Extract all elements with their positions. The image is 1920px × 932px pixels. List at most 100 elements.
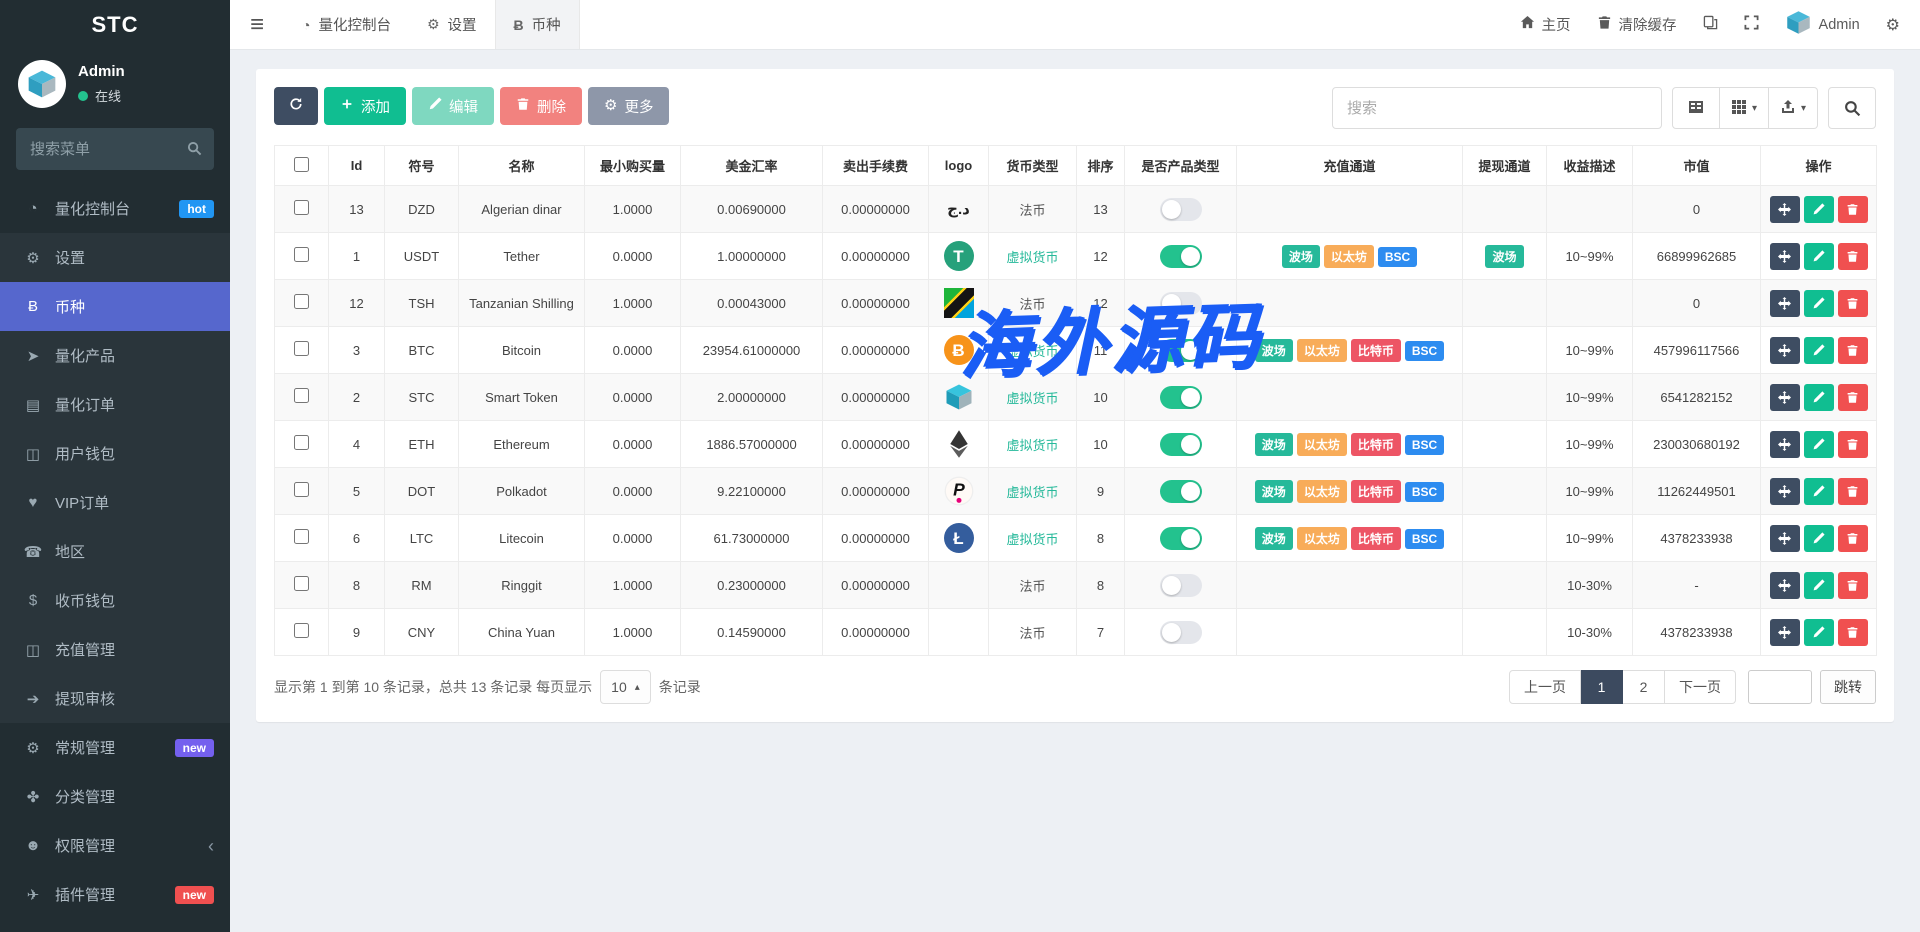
sidebar-item-quant-product[interactable]: ➤ 量化产品 bbox=[0, 331, 230, 380]
tab-quant-console[interactable]: ◔ 量化控制台 bbox=[284, 0, 409, 49]
sidebar-item-settings[interactable]: ⚙ 设置 bbox=[0, 233, 230, 282]
row-delete-button[interactable] bbox=[1837, 477, 1868, 505]
row-move-button[interactable] bbox=[1769, 289, 1800, 317]
sidebar-item-quant-console[interactable]: ◔ 量化控制台 hot bbox=[0, 184, 230, 233]
app-logo[interactable]: STC bbox=[91, 12, 139, 37]
sidebar-item-general-manage[interactable]: ⚙ 常规管理 new bbox=[0, 723, 230, 772]
row-edit-button[interactable] bbox=[1803, 336, 1834, 364]
product-type-toggle[interactable] bbox=[1159, 526, 1202, 550]
product-type-toggle[interactable] bbox=[1159, 432, 1202, 456]
row-move-button[interactable] bbox=[1769, 477, 1800, 505]
cell-currency-type: 虚拟货币 bbox=[1006, 390, 1059, 406]
row-edit-button[interactable] bbox=[1803, 430, 1834, 458]
row-checkbox[interactable] bbox=[294, 482, 309, 497]
row-checkbox[interactable] bbox=[294, 341, 309, 356]
nav-admin-user[interactable]: Admin bbox=[1785, 9, 1860, 40]
jump-page-input[interactable] bbox=[1748, 670, 1812, 704]
columns-button[interactable]: ▾ bbox=[1719, 87, 1769, 129]
page-button-1[interactable]: 1 bbox=[1581, 670, 1623, 704]
gear-icon: ⚙ bbox=[26, 249, 40, 267]
row-move-button[interactable] bbox=[1769, 336, 1800, 364]
search-button[interactable] bbox=[1828, 87, 1876, 129]
row-delete-button[interactable] bbox=[1837, 430, 1868, 458]
row-edit-button[interactable] bbox=[1803, 242, 1834, 270]
nav-fullscreen[interactable] bbox=[1744, 15, 1759, 34]
toggle-view-button[interactable] bbox=[1671, 87, 1720, 129]
row-edit-button[interactable] bbox=[1803, 477, 1834, 505]
product-type-toggle[interactable] bbox=[1159, 291, 1202, 315]
sidebar-item-plugin-manage[interactable]: ✈ 插件管理 new bbox=[0, 870, 230, 919]
more-button[interactable]: ⚙ 更多 bbox=[588, 87, 670, 125]
sidebar-item-coin-wallet[interactable]: $ 收币钱包 bbox=[0, 576, 230, 625]
add-button[interactable]: 添加 bbox=[324, 87, 406, 125]
row-delete-button[interactable] bbox=[1837, 618, 1868, 646]
user-panel: Admin 在线 bbox=[0, 50, 230, 120]
sidebar-item-category-manage[interactable]: ✤ 分类管理 bbox=[0, 772, 230, 821]
next-page-button[interactable]: 下一页 bbox=[1665, 670, 1736, 704]
page-button-2[interactable]: 2 bbox=[1623, 670, 1665, 704]
row-move-button[interactable] bbox=[1769, 242, 1800, 270]
nav-clear-cache[interactable]: 清除缓存 bbox=[1597, 14, 1677, 35]
sidebar-search-input[interactable] bbox=[16, 128, 214, 170]
sidebar-item-user-wallet[interactable]: ◫ 用户钱包 bbox=[0, 429, 230, 478]
product-type-toggle[interactable] bbox=[1159, 244, 1202, 268]
row-move-button[interactable] bbox=[1769, 571, 1800, 599]
product-type-toggle[interactable] bbox=[1159, 573, 1202, 597]
sidebar-item-recharge-manage[interactable]: ◫ 充值管理 bbox=[0, 625, 230, 674]
row-checkbox[interactable] bbox=[294, 576, 309, 591]
delete-button[interactable]: 删除 bbox=[500, 87, 582, 125]
sidebar-item-currency[interactable]: Ƀ 币种 bbox=[0, 282, 230, 331]
row-delete-button[interactable] bbox=[1837, 524, 1868, 552]
nav-home[interactable]: 主页 bbox=[1520, 14, 1571, 35]
product-type-toggle[interactable] bbox=[1159, 338, 1202, 362]
tab-settings[interactable]: ⚙ 设置 bbox=[409, 0, 495, 49]
row-checkbox[interactable] bbox=[294, 247, 309, 262]
row-delete-button[interactable] bbox=[1837, 242, 1868, 270]
product-type-toggle[interactable] bbox=[1159, 479, 1202, 503]
nav-translate[interactable] bbox=[1703, 15, 1718, 34]
row-delete-button[interactable] bbox=[1837, 571, 1868, 599]
row-move-button[interactable] bbox=[1769, 618, 1800, 646]
row-edit-button[interactable] bbox=[1803, 289, 1834, 317]
row-checkbox[interactable] bbox=[294, 435, 309, 450]
row-move-button[interactable] bbox=[1769, 383, 1800, 411]
sidebar-item-withdraw-audit[interactable]: ➔ 提现审核 bbox=[0, 674, 230, 723]
product-type-toggle[interactable] bbox=[1159, 620, 1202, 644]
sidebar-item-region[interactable]: ☎ 地区 bbox=[0, 527, 230, 576]
sidebar-item-quant-order[interactable]: ▤ 量化订单 bbox=[0, 380, 230, 429]
row-move-button[interactable] bbox=[1769, 195, 1800, 223]
row-edit-button[interactable] bbox=[1803, 618, 1834, 646]
select-all-checkbox[interactable] bbox=[294, 156, 309, 172]
row-checkbox[interactable] bbox=[294, 388, 309, 403]
stc-cube-logo bbox=[946, 384, 971, 410]
row-checkbox[interactable] bbox=[294, 294, 309, 309]
row-edit-button[interactable] bbox=[1803, 195, 1834, 223]
product-type-toggle[interactable] bbox=[1159, 385, 1202, 409]
product-type-toggle[interactable] bbox=[1159, 197, 1202, 221]
row-delete-button[interactable] bbox=[1837, 289, 1868, 317]
row-edit-button[interactable] bbox=[1803, 383, 1834, 411]
edit-button[interactable]: 编辑 bbox=[412, 87, 494, 125]
row-delete-button[interactable] bbox=[1837, 336, 1868, 364]
row-edit-button[interactable] bbox=[1803, 524, 1834, 552]
nav-nav-settings[interactable]: ⚙ bbox=[1886, 15, 1900, 35]
jump-button[interactable]: 跳转 bbox=[1820, 670, 1876, 704]
row-move-button[interactable] bbox=[1769, 430, 1800, 458]
row-edit-button[interactable] bbox=[1803, 571, 1834, 599]
row-checkbox[interactable] bbox=[294, 200, 309, 215]
sidebar-item-permission-manage[interactable]: ☻ 权限管理 ‹ bbox=[0, 821, 230, 870]
refresh-button[interactable] bbox=[274, 87, 318, 125]
prev-page-button[interactable]: 上一页 bbox=[1509, 670, 1581, 704]
row-checkbox[interactable] bbox=[294, 529, 309, 544]
tab-currency[interactable]: Ƀ 币种 bbox=[494, 0, 580, 49]
row-move-button[interactable] bbox=[1769, 524, 1800, 552]
row-delete-button[interactable] bbox=[1837, 383, 1868, 411]
row-checkbox[interactable] bbox=[294, 623, 309, 638]
user-status-label: 在线 bbox=[95, 89, 122, 104]
table-search-input[interactable] bbox=[1331, 87, 1662, 129]
menu-toggle-icon[interactable]: ≡ bbox=[250, 10, 265, 38]
page-size-select[interactable]: 10 ▴ bbox=[600, 670, 651, 704]
row-delete-button[interactable] bbox=[1837, 195, 1868, 223]
sidebar-item-vip-order[interactable]: ♥ VIP订单 bbox=[0, 478, 230, 527]
export-button[interactable]: ▾ bbox=[1768, 87, 1818, 129]
